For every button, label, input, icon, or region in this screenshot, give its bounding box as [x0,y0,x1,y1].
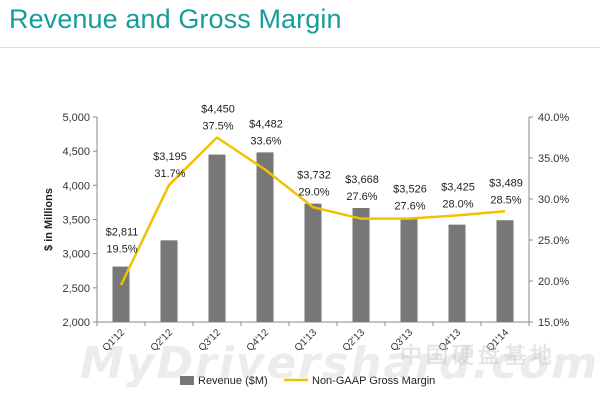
revenue-bar [496,220,514,322]
revenue-data-label: $3,732 [297,170,331,182]
revenue-bar [400,217,418,322]
y-tick-label: 2,500 [62,283,90,295]
revenue-data-label: $4,450 [201,104,235,116]
y-tick-label: 5,000 [62,112,90,124]
y-tick-label: 3,000 [62,249,90,261]
x-tick-label: Q4'13 [437,327,464,354]
revenue-bar [256,152,274,322]
y2-tick-label: 15.0% [538,317,569,329]
revenue-data-label: $2,811 [106,227,139,239]
margin-data-label: 29.0% [298,187,329,199]
revenue-bar [208,154,226,322]
legend-label-margin: Non-GAAP Gross Margin [312,375,435,387]
revenue-bar [352,208,370,322]
page-title: Revenue and Gross Margin [9,4,342,34]
margin-data-label: 37.5% [202,121,233,133]
title-divider [0,47,600,48]
x-tick-label: Q2'13 [341,327,368,354]
revenue-data-label: $3,668 [345,174,379,186]
margin-data-label: 33.6% [250,135,281,147]
x-tick-label: Q3'12 [197,327,224,354]
y-tick-label: 4,500 [62,146,90,158]
y-axis-title: $ in Millions [43,188,55,251]
margin-data-label: 28.5% [490,194,521,206]
y-tick-label: 3,500 [62,215,90,227]
revenue-data-label: $3,526 [393,184,427,196]
x-tick-label: Q1'12 [101,327,128,354]
revenue-bar [112,266,130,322]
margin-data-label: 28.0% [442,198,473,210]
x-tick-label: Q3'13 [389,327,416,354]
y-tick-label: 4,000 [62,180,90,192]
revenue-bar [448,224,466,322]
margin-data-label: 19.5% [106,244,137,256]
revenue-data-label: $3,195 [153,151,187,163]
revenue-bar [304,203,322,322]
y2-tick-label: 30.0% [538,194,569,206]
margin-data-label: 31.7% [154,168,185,180]
y2-tick-label: 35.0% [538,153,569,165]
x-tick-label: Q4'12 [245,327,272,354]
x-tick-label: Q1'14 [485,327,512,354]
revenue-bar [160,240,178,322]
y2-tick-label: 25.0% [538,235,569,247]
legend-label-revenue: Revenue ($M) [198,375,268,387]
revenue-data-label: $3,489 [489,177,523,189]
revenue-data-label: $4,482 [249,118,283,130]
y2-tick-label: 20.0% [538,276,569,288]
revenue-data-label: $3,425 [441,181,475,193]
y-tick-label: 2,000 [62,317,90,329]
margin-data-label: 27.6% [394,201,425,213]
margin-data-label: 27.6% [346,191,377,203]
x-tick-label: Q2'12 [149,327,176,354]
x-tick-label: Q1'13 [293,327,320,354]
y2-tick-label: 40.0% [538,112,569,124]
legend-swatch-revenue [180,376,194,385]
